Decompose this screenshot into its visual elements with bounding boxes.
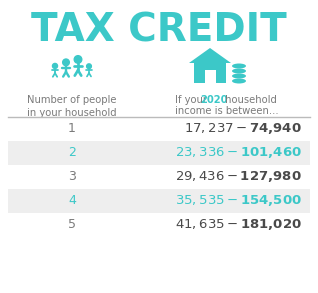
Circle shape — [74, 56, 82, 63]
Text: $35,535 - $154,500: $35,535 - $154,500 — [175, 193, 302, 209]
FancyBboxPatch shape — [204, 70, 216, 83]
FancyBboxPatch shape — [8, 141, 310, 165]
Text: 2: 2 — [68, 146, 76, 159]
Text: Number of people
in your household: Number of people in your household — [27, 95, 117, 118]
Ellipse shape — [232, 74, 246, 79]
Circle shape — [52, 64, 58, 69]
Text: 4: 4 — [68, 195, 76, 207]
Text: 3: 3 — [68, 171, 76, 183]
Text: $17,237 - $74,940: $17,237 - $74,940 — [184, 122, 302, 137]
Text: 1: 1 — [68, 122, 76, 135]
Text: $23,336 - $101,460: $23,336 - $101,460 — [175, 146, 302, 161]
Ellipse shape — [232, 69, 246, 74]
Ellipse shape — [232, 79, 246, 84]
Circle shape — [63, 59, 69, 66]
FancyBboxPatch shape — [8, 189, 310, 213]
Text: TAX CREDIT: TAX CREDIT — [31, 11, 287, 49]
Text: income is between...: income is between... — [175, 106, 279, 116]
Ellipse shape — [232, 64, 246, 69]
Text: household: household — [222, 95, 277, 105]
Text: 5: 5 — [68, 219, 76, 231]
Text: If your: If your — [175, 95, 210, 105]
Text: 2020: 2020 — [200, 95, 227, 105]
Text: $29,436 - $127,980: $29,436 - $127,980 — [175, 169, 302, 185]
Circle shape — [86, 64, 91, 69]
FancyBboxPatch shape — [194, 63, 226, 83]
Polygon shape — [189, 48, 231, 63]
Text: $41,635 - $181,020: $41,635 - $181,020 — [175, 217, 302, 233]
